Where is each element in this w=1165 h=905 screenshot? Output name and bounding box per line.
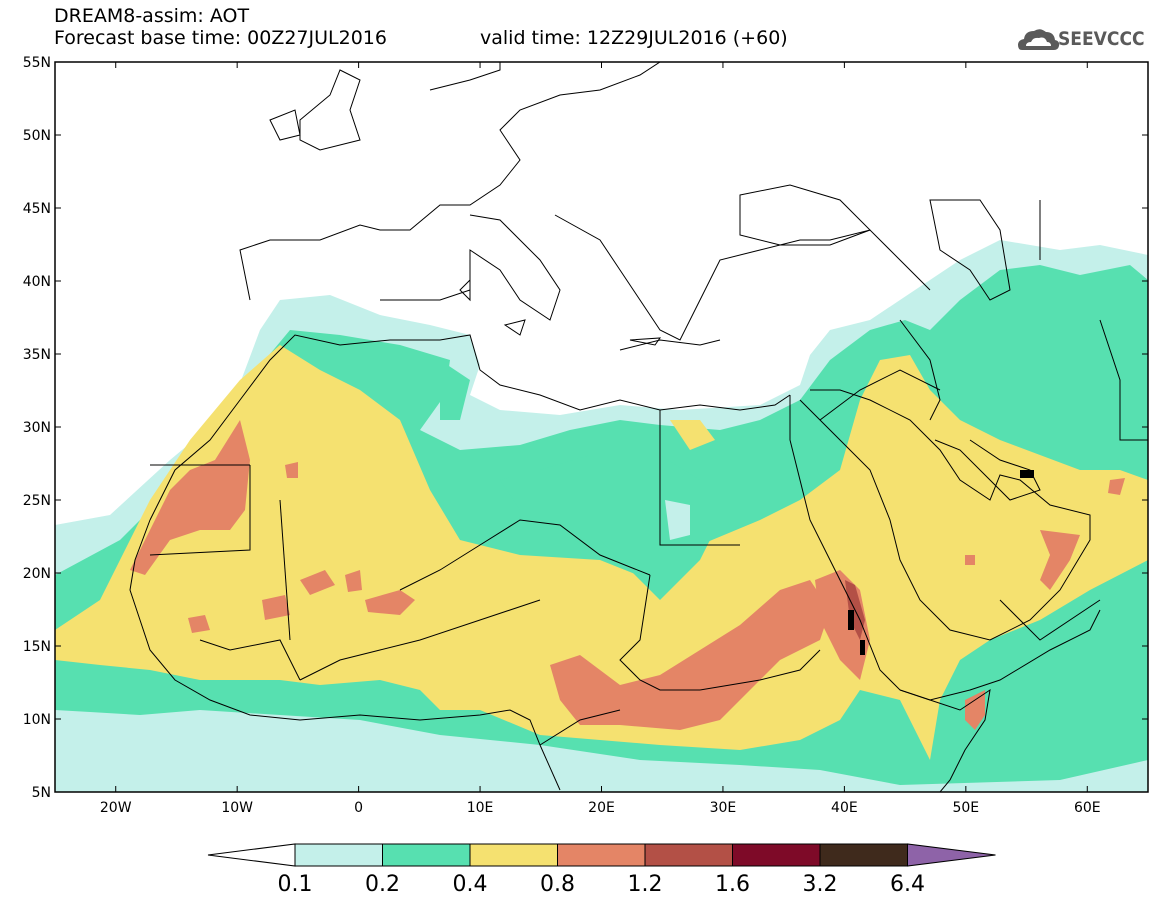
colorbar-swatch	[557, 843, 646, 867]
aot-contour-0-8-chad	[550, 580, 830, 730]
lon-label: 10W	[221, 800, 253, 816]
colorbar-under-arrow	[207, 843, 296, 867]
lon-label: 20W	[100, 800, 132, 816]
colorbar-level-label: 6.4	[890, 872, 925, 897]
lat-label: 25N	[23, 493, 51, 509]
colorbar-level-label: 1.6	[715, 872, 750, 897]
colorbar-swatch	[382, 843, 471, 867]
colorbar-swatch	[294, 843, 383, 867]
cloud-icon	[1018, 29, 1060, 50]
lon-label: 40E	[831, 800, 858, 816]
aot-contour-0-8	[130, 420, 250, 575]
valid-time: valid time: 12Z29JUL2016 (+60)	[480, 27, 788, 49]
colorbar-swatch	[732, 843, 821, 867]
colorbar-level-label: 0.8	[540, 872, 575, 897]
colorbar-swatch	[644, 843, 733, 867]
lon-label: 60E	[1074, 800, 1101, 816]
colorbar-level-label: 0.4	[452, 872, 488, 897]
lat-label: 55N	[23, 55, 51, 71]
colorbar-swatch	[819, 843, 908, 867]
lat-label: 40N	[23, 274, 51, 290]
lon-label: 10E	[467, 800, 494, 816]
latitude-axis: 55N 50N 45N 40N 35N 30N 25N 20N 15N 10N 5N	[23, 55, 1148, 801]
lat-label: 30N	[23, 420, 51, 436]
lon-label: 0	[354, 800, 363, 816]
lat-label: 5N	[32, 785, 51, 801]
lat-label: 15N	[23, 639, 51, 655]
logo-text: SEEVCCC	[1058, 28, 1145, 50]
colorbar-level-label: 0.1	[277, 872, 313, 897]
lat-label: 20N	[23, 566, 51, 582]
colorbar-level-label: 0.2	[365, 872, 400, 897]
model-title: DREAM8-assim: AOT	[54, 5, 250, 27]
colorbar-over-arrow	[907, 843, 996, 867]
lat-label: 10N	[23, 712, 51, 728]
lon-label: 50E	[952, 800, 979, 816]
coastlines	[129, 62, 1148, 792]
colorbar-swatch	[469, 843, 558, 867]
colorbar-level-label: 3.2	[802, 872, 838, 897]
lat-label: 50N	[23, 128, 51, 144]
longitude-axis: 20W 10W 0 10E 20E 30E 40E 50E 60E	[100, 62, 1101, 816]
colorbar-level-label: 1.2	[627, 872, 663, 897]
lon-label: 20E	[588, 800, 615, 816]
lat-label: 35N	[23, 347, 51, 363]
base-time: Forecast base time: 00Z27JUL2016	[54, 27, 387, 49]
lat-label: 45N	[23, 201, 51, 217]
lon-label: 30E	[710, 800, 737, 816]
colorbar	[207, 843, 996, 867]
aot-field	[55, 62, 1148, 792]
